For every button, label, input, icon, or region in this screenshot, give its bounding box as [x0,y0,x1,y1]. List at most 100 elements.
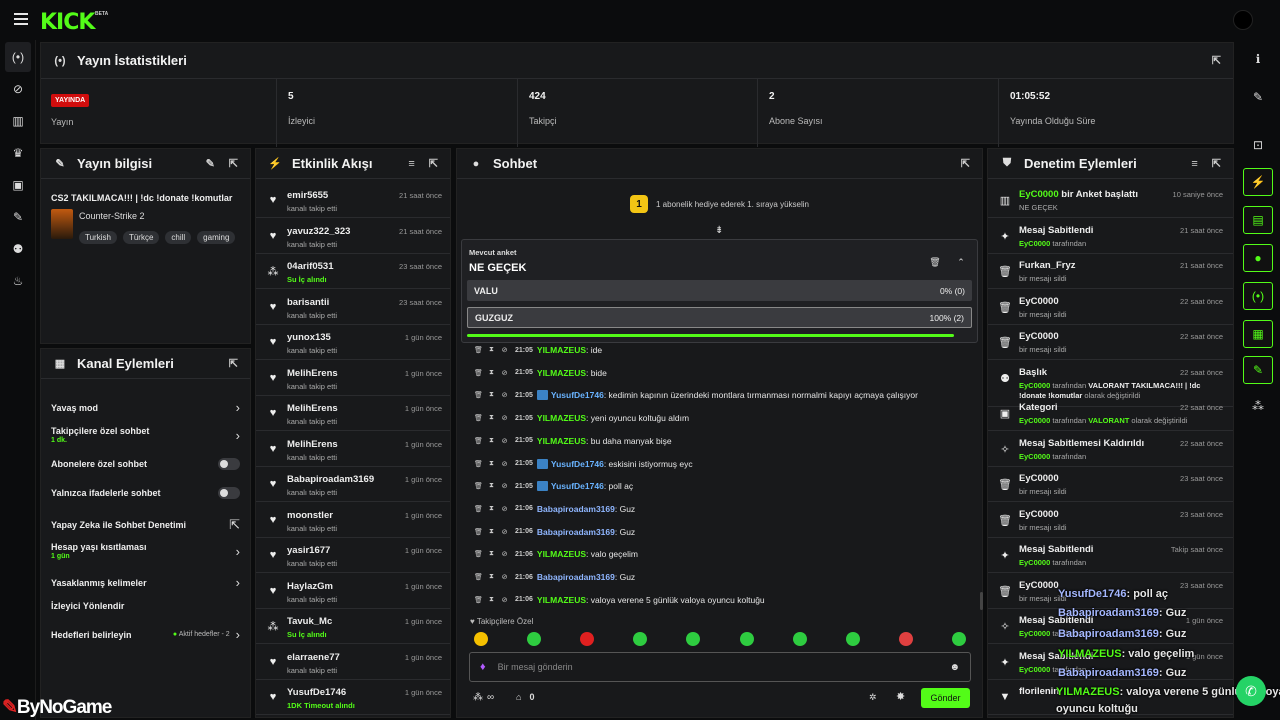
popout-icon[interactable]: ⇱ [1211,55,1221,67]
delete-icon[interactable]: 🗑 [474,392,483,400]
ban-icon[interactable]: ⊘ [501,369,508,377]
emote-icon[interactable] [580,632,595,646]
timeout-icon[interactable]: ⧗ [489,504,494,512]
activity-username[interactable]: MelihErens [287,367,338,379]
delete-icon[interactable]: 🗑 [474,460,483,468]
activity-username[interactable]: yunox135 [287,332,331,343]
game-name[interactable]: Counter-Strike 2 [79,211,145,221]
channel-action-2[interactable]: Abonelere özel sohbet [51,458,240,470]
timeout-icon[interactable]: ⧗ [489,436,494,444]
avatar[interactable] [1233,10,1253,30]
emote-icon[interactable] [739,632,754,646]
emote-icon[interactable] [898,632,913,646]
delete-icon[interactable]: 🗑 [474,415,483,423]
activity-item[interactable]: ⁂ Tavuk_Mc Su İç alındı 1 gün önce [256,609,450,644]
channel-action-4[interactable]: Yapay Zeka ile Sohbet Denetimi ⇱ [51,517,240,533]
trophy-icon[interactable]: ♛ [12,146,24,160]
activity-username[interactable]: barisantii [287,296,330,308]
sub-gift-banner[interactable]: 1 1 abonelik hediye ederek 1. sıraya yük… [457,189,982,219]
moderation-item[interactable]: ✦ Mesaj Sabitlendi EyC0000 tarafından 21 sa… [988,219,1233,254]
whatsapp-icon[interactable]: ✆ [1236,676,1266,706]
chat-username[interactable]: Babapiroadam3169 [536,572,615,582]
activity-username[interactable]: elarraene77 [287,651,340,663]
activity-item[interactable]: ♥ MelihErens kanalı takip etti 1 gün önce [256,361,450,396]
moderation-item[interactable]: 🗑 EyC0000 bir mesajı sildi 22 saat önce [988,290,1233,325]
delete-icon[interactable]: 🗑 [474,437,483,445]
channel-action-0[interactable]: Yavaş mod › [51,400,240,415]
delete-icon[interactable]: 🗑 [474,596,483,604]
activity-username[interactable]: YusufDe1746 [287,687,347,698]
chat-username[interactable]: YILMAZEUS [536,594,587,605]
settings-icon[interactable]: ✲ [869,692,877,702]
timeout-icon[interactable]: ⧗ [489,391,494,399]
delete-icon[interactable]: 🗑 [474,483,483,491]
chat-username[interactable]: YusufDe1746 [550,390,604,401]
tag[interactable]: gaming [197,231,236,244]
activity-username[interactable]: Tavuk_Mc [287,616,333,627]
subs-counter[interactable]: ⌂ 0 [516,692,534,702]
activity-item[interactable]: ♥ yasir1677 kanalı takip etti 1 gün önce [256,538,450,573]
chevron-up-icon[interactable]: ⌃ [957,256,965,267]
activity-item[interactable]: ♥ YusufDe1746 1DK Timeout alındı 1 gün önce [256,680,450,715]
chat-username[interactable]: Babapiroadam3169 [536,526,615,537]
timeout-icon[interactable]: ⧗ [489,414,494,422]
activity-username[interactable]: HaylazGm [287,580,333,592]
chart-icon[interactable]: ▥ [12,114,24,128]
emote-icon[interactable] [951,632,966,646]
chat-icon[interactable]: ● [1243,244,1273,272]
chat-username[interactable]: YILMAZEUS [536,435,587,446]
emote-icon[interactable] [845,632,860,646]
activity-item[interactable]: ♥ MelihErens kanalı takip etti 1 gün önce [256,396,450,431]
activity-username[interactable]: MelihErens [287,403,338,414]
filter-icon[interactable]: ≡ [1191,157,1198,170]
delete-icon[interactable]: 🗑 [474,505,483,513]
activity-item[interactable]: ♥ emir5655 kanalı takip etti 21 saat önce [256,183,450,218]
moderation-item[interactable]: ▣ Kategori EyC0000 tarafından VALORANT ola… [988,396,1233,431]
ban-icon[interactable]: ⊘ [501,551,508,559]
activity-username[interactable]: moonstler [287,509,333,521]
activity-item[interactable]: ♥ barisantii kanalı takip etti 23 saat önce [256,290,450,325]
ban-icon[interactable]: ⊘ [501,437,508,445]
poll-option[interactable]: GUZGUZ 100% (2) [467,307,972,328]
activity-item[interactable]: ⁂ 04arif0531 Su İç alındı 23 saat önce [256,254,450,289]
delete-icon[interactable]: 🗑 [474,551,483,559]
emote-icon[interactable] [633,632,648,646]
emote-icon[interactable] [686,632,701,646]
timeout-icon[interactable]: ⧗ [489,527,494,535]
activity-item[interactable]: ♥ yunox135 kanalı takip etti 1 gün önce [256,325,450,360]
mic-icon[interactable]: ♦ [480,661,486,673]
external-link-icon[interactable]: ⇱ [229,517,240,532]
timeout-icon[interactable]: ⧗ [489,595,494,603]
pencil-icon[interactable]: ✎ [1252,90,1264,104]
channel-action-7[interactable]: İzleyici Yönlendir [51,601,240,611]
puzzle-icon[interactable]: ✸ [896,691,906,703]
wrench-icon[interactable]: ✎ [1243,356,1273,384]
moderation-item[interactable]: 🗑 EyC0000 bir mesajı sildi 23 saat önce [988,574,1233,609]
channel-action-1[interactable]: Takipçilere özel sohbet 1 dk. › [51,426,240,444]
delete-icon[interactable]: 🗑 [474,574,483,581]
chat-input[interactable]: ♦ Bir mesaj gönderin ☻ [469,652,971,682]
menu-icon[interactable] [14,13,28,25]
moderation-item[interactable]: 🗑 EyC0000 bir mesajı sildi 23 saat önce [988,503,1233,538]
collapse-icon[interactable]: ⇟ [715,225,724,236]
layout-icon[interactable]: ▦ [1243,320,1273,348]
ban-icon[interactable]: ⊘ [501,415,508,423]
activity-item[interactable]: ♥ MelihErens kanalı takip etti 1 gün önce [256,432,450,467]
ban-icon[interactable]: ⊘ [501,392,508,400]
channel-action-3[interactable]: Yalnızca ifadelerle sohbet [51,487,240,499]
activity-username[interactable]: MelihErens [287,438,338,450]
popout-icon[interactable]: ⇱ [1211,158,1221,170]
poll-option[interactable]: VALU 0% (0) [467,280,972,301]
emote-icon[interactable] [474,632,488,646]
shrink-icon[interactable]: ⊡ [1252,138,1264,152]
ban-icon[interactable]: ⊘ [501,596,508,604]
ban-icon[interactable]: ⊘ [501,347,508,354]
emote-icon[interactable] [527,632,542,646]
activity-username[interactable]: yavuz322_323 [287,225,351,237]
channel-action-8[interactable]: Hedefleri belirleyin ● Aktif hedefler - 2… [51,627,240,642]
toggle-switch[interactable] [218,458,240,470]
toggle-switch[interactable] [218,487,240,499]
activity-username[interactable]: Babapiroadam3169 [287,474,375,485]
chat-username[interactable]: YILMAZEUS [536,345,587,355]
popout-icon[interactable]: ⇱ [960,158,970,170]
